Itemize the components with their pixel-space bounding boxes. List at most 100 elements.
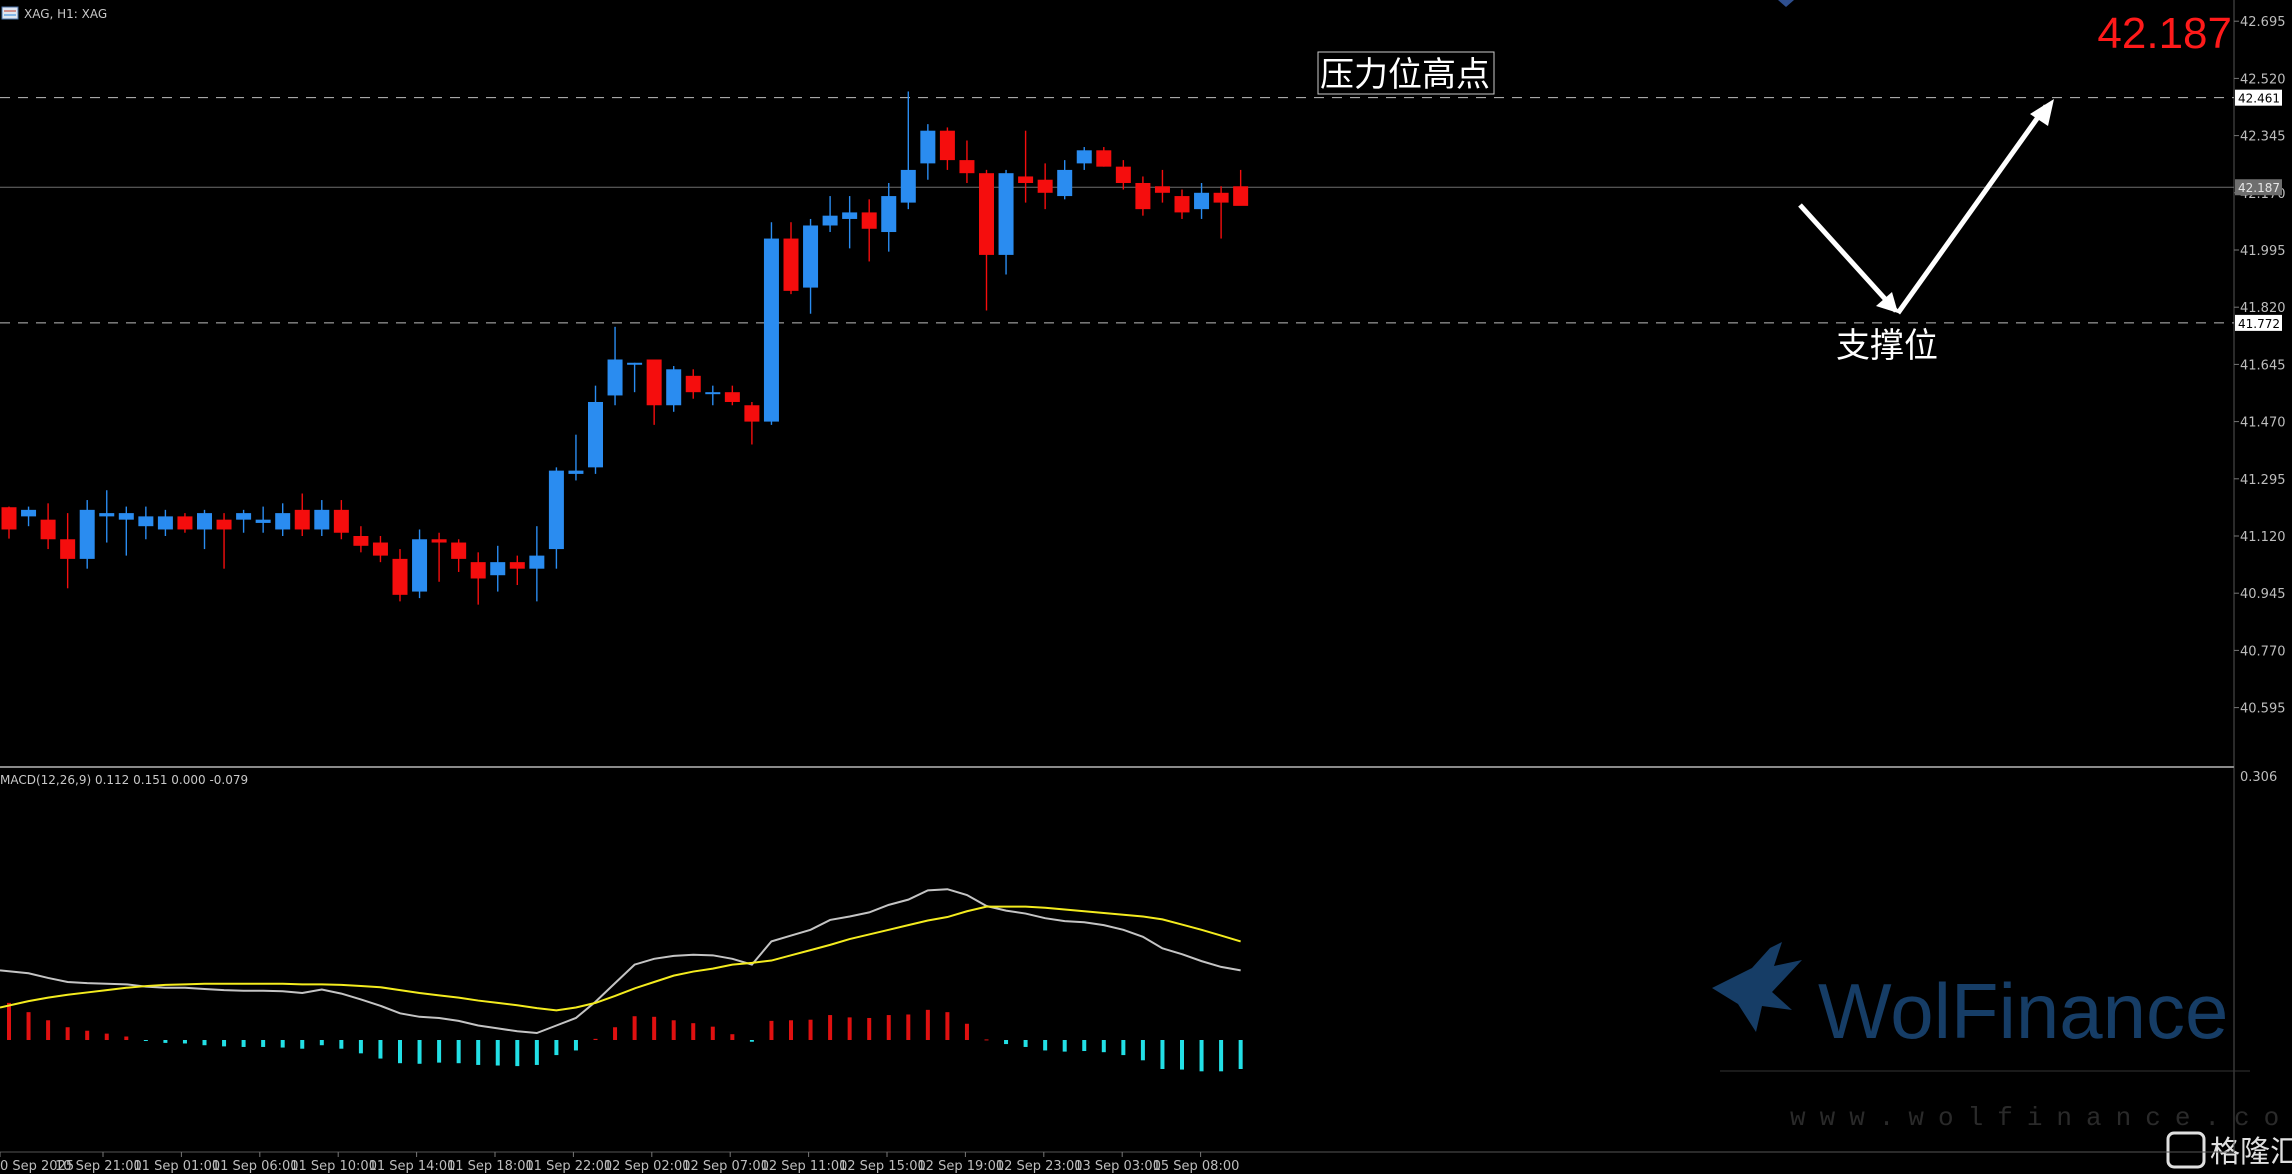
macd-histogram-bar	[417, 1040, 422, 1064]
time-tick-label: 10 Sep 21:00	[55, 1159, 142, 1174]
candle	[157, 509, 173, 536]
projection-arrows	[1798, 99, 2054, 315]
wolf-logo-icon	[1712, 942, 1802, 1032]
candle	[861, 199, 877, 262]
candle-body	[1174, 196, 1190, 213]
candle	[822, 196, 838, 233]
time-tick-label: 11 Sep 06:00	[212, 1159, 299, 1174]
candle-body	[724, 392, 740, 402]
macd-histogram-bar	[886, 1015, 891, 1040]
macd-histogram-bar	[828, 1015, 833, 1040]
macd-panel	[0, 888, 2250, 1072]
macd-histogram-bar	[85, 1030, 90, 1040]
candle-body	[744, 405, 760, 422]
macd-histogram-bar	[319, 1040, 324, 1046]
candle	[216, 513, 232, 569]
resistance-level-box	[2235, 89, 2282, 106]
candle-body	[568, 470, 584, 474]
candle	[79, 500, 95, 569]
candle	[607, 326, 623, 406]
candle-body	[861, 212, 877, 229]
candle	[1076, 147, 1092, 170]
time-tick-label: 13 Sep 03:00	[1074, 1159, 1161, 1174]
macd-histogram-bar	[1180, 1040, 1184, 1070]
price-tick-label: 41.120	[2240, 530, 2286, 545]
candle-body	[60, 539, 76, 559]
candle	[705, 385, 721, 406]
macd-line	[0, 888, 1241, 1035]
candle-body	[705, 392, 721, 395]
macd-histogram-bar	[398, 1040, 402, 1064]
candle-body	[920, 130, 936, 164]
candle-body	[900, 169, 916, 203]
macd-histogram-bar	[163, 1040, 168, 1043]
candle	[959, 140, 975, 183]
gelonghui-icon	[2166, 1131, 2206, 1169]
candle-body	[21, 509, 37, 517]
price-tick-label: 42.695	[2240, 15, 2286, 30]
macd-histogram-bar	[710, 1026, 715, 1040]
macd-histogram-bar	[1238, 1040, 1243, 1069]
macd-histogram-bar	[789, 1020, 793, 1040]
macd-histogram-bar	[456, 1040, 461, 1064]
macd-histogram-bar	[124, 1036, 129, 1040]
time-tick-label: 11 Sep 18:00	[447, 1159, 534, 1174]
macd-histogram-bar	[964, 1023, 969, 1040]
candle	[1174, 189, 1190, 219]
candle-body	[275, 513, 291, 530]
candle-body	[255, 519, 271, 523]
candle	[548, 467, 564, 569]
resistance-annotation-box	[1317, 51, 1495, 95]
candle	[294, 493, 310, 536]
candle-body	[197, 513, 212, 530]
candle-body	[294, 509, 310, 530]
candle-body	[40, 519, 56, 540]
candle-body	[588, 401, 603, 468]
candle	[60, 513, 76, 589]
candle-body	[216, 519, 232, 530]
macd-histogram-bar	[593, 1038, 598, 1040]
down-arrow-line	[1798, 203, 1898, 313]
candle	[1194, 182, 1210, 219]
candle-body	[803, 225, 819, 288]
candle	[1115, 160, 1131, 190]
candle	[900, 91, 916, 210]
candle-body	[959, 160, 975, 174]
candle-body	[236, 513, 252, 520]
macd-scale-label: 0.306	[2240, 770, 2277, 785]
macd-histogram-bar	[241, 1040, 246, 1047]
candle-body	[412, 539, 428, 592]
candle-body	[685, 375, 701, 393]
candle	[177, 513, 193, 533]
macd-histogram-bar	[515, 1040, 520, 1067]
candle	[333, 500, 349, 540]
macd-histogram-bar	[691, 1023, 696, 1040]
candle	[255, 506, 271, 533]
candle	[40, 503, 56, 550]
time-tick-label: 11 Sep 14:00	[369, 1159, 456, 1174]
watermark-brand: WolFinance	[1818, 967, 2228, 1055]
candle-body	[1233, 186, 1249, 206]
candle	[412, 529, 428, 599]
candle	[314, 500, 330, 536]
macd-histogram-bar	[104, 1033, 109, 1040]
candle	[21, 506, 37, 527]
candle	[1233, 169, 1249, 206]
candle-body	[939, 130, 955, 161]
price-tick-label: 41.295	[2240, 473, 2286, 488]
candle-body	[372, 542, 388, 556]
macd-histogram-bar	[652, 1016, 657, 1040]
time-tick-label: 12 Sep 19:00	[917, 1159, 1004, 1174]
down-arrow-head-icon	[1876, 292, 1898, 313]
candle-body	[157, 516, 173, 530]
time-tick-label: 15 Sep 08:00	[1153, 1159, 1240, 1174]
candle-body	[842, 212, 858, 219]
candle	[842, 196, 858, 249]
candle-body	[490, 562, 506, 576]
macd-histogram-bar	[1101, 1040, 1106, 1053]
macd-histogram-bar	[339, 1040, 344, 1049]
candle	[99, 490, 115, 543]
candle-body	[607, 359, 623, 396]
macd-histogram-bar	[1140, 1040, 1145, 1061]
